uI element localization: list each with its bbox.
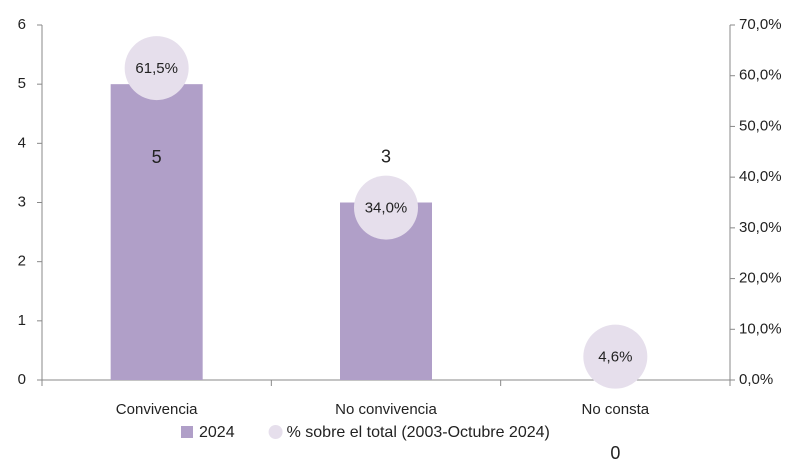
bubble [583, 324, 648, 389]
bar-value-label: 5 [152, 147, 162, 167]
bar [110, 84, 203, 381]
x-tick-label: No consta [582, 401, 650, 418]
x-tick-label: Convivencia [116, 401, 198, 418]
bubble [354, 175, 418, 240]
y2-tick-label: 0,0% [739, 371, 773, 388]
y2-tick-label: 30,0% [739, 219, 782, 236]
y2-tick-label: 50,0% [739, 117, 782, 134]
bubble-label: 4,6% [598, 349, 632, 366]
bar-value-label: 3 [381, 146, 391, 166]
y-tick-label: 2 [18, 253, 26, 270]
y2-tick-label: 10,0% [739, 320, 782, 337]
y2-tick-label: 20,0% [739, 270, 782, 287]
y-tick-label: 4 [18, 134, 26, 151]
y-tick-label: 3 [18, 193, 26, 210]
y2-tick-label: 40,0% [739, 168, 782, 185]
x-tick-label: No convivencia [335, 401, 437, 418]
legend-label: 2024 [199, 424, 235, 441]
bubble-label: 61,5% [135, 60, 178, 77]
legend-label: % sobre el total (2003-Octubre 2024) [287, 424, 550, 441]
y-tick-label: 1 [18, 312, 26, 329]
y-tick-label: 6 [18, 16, 26, 33]
y-tick-label: 5 [18, 75, 26, 92]
bubble-label: 34,0% [365, 200, 408, 217]
legend-swatch [268, 425, 283, 439]
bar-value-label: 0 [610, 443, 620, 463]
y2-tick-label: 60,0% [739, 67, 782, 84]
bubble [124, 36, 189, 101]
legend-swatch [181, 426, 193, 438]
y-tick-label: 0 [18, 371, 26, 388]
y2-tick-label: 70,0% [739, 16, 782, 33]
